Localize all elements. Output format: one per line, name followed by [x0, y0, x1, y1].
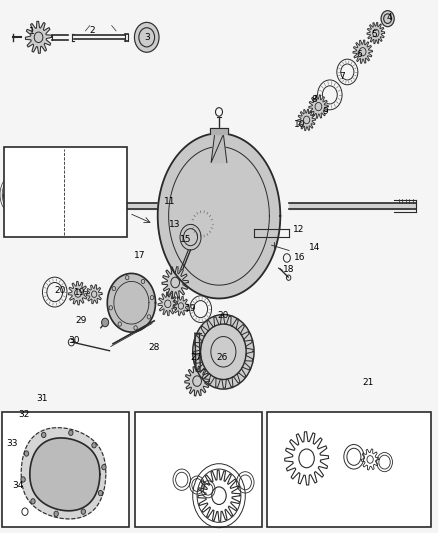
Text: 1: 1	[28, 28, 35, 36]
Polygon shape	[30, 438, 100, 511]
Polygon shape	[353, 40, 372, 63]
Polygon shape	[158, 133, 280, 298]
Text: 26: 26	[217, 353, 228, 361]
Polygon shape	[18, 208, 35, 229]
Polygon shape	[173, 296, 189, 316]
Circle shape	[81, 509, 85, 514]
Text: 29: 29	[75, 317, 87, 325]
Polygon shape	[86, 285, 102, 304]
Text: 34: 34	[12, 481, 23, 489]
Text: 13: 13	[170, 221, 181, 229]
Text: 2: 2	[89, 27, 95, 35]
Text: 7: 7	[339, 72, 346, 80]
Polygon shape	[55, 176, 81, 208]
Text: 16: 16	[294, 254, 306, 262]
Circle shape	[69, 430, 73, 435]
Text: 17: 17	[134, 252, 146, 260]
Circle shape	[25, 451, 29, 456]
Polygon shape	[193, 314, 254, 389]
Text: 14: 14	[309, 243, 320, 252]
Circle shape	[92, 442, 96, 448]
Polygon shape	[185, 366, 209, 396]
Bar	[267, 412, 431, 527]
Text: 15: 15	[180, 236, 191, 244]
Text: 3: 3	[144, 33, 150, 42]
Text: 32: 32	[18, 410, 30, 419]
Text: 5: 5	[371, 30, 378, 39]
Text: 28: 28	[148, 343, 160, 352]
Polygon shape	[298, 109, 315, 131]
Polygon shape	[367, 22, 385, 44]
Text: 18: 18	[283, 265, 295, 274]
Polygon shape	[31, 178, 55, 208]
Text: 12: 12	[293, 225, 304, 233]
Polygon shape	[34, 198, 49, 217]
Text: 11: 11	[164, 197, 176, 206]
Text: 19: 19	[74, 288, 85, 296]
Text: 9: 9	[322, 108, 328, 116]
Bar	[2, 412, 129, 527]
Circle shape	[42, 432, 46, 438]
Text: 33: 33	[7, 439, 18, 448]
Text: 20: 20	[55, 286, 66, 295]
Polygon shape	[3, 176, 34, 213]
Circle shape	[54, 511, 58, 516]
Polygon shape	[158, 292, 177, 316]
Polygon shape	[25, 21, 52, 53]
Text: 21: 21	[362, 378, 374, 387]
Polygon shape	[210, 128, 228, 134]
Circle shape	[98, 490, 102, 496]
Text: 20: 20	[218, 311, 229, 320]
Polygon shape	[285, 432, 328, 485]
Text: 19: 19	[185, 304, 196, 312]
Circle shape	[102, 464, 106, 470]
Polygon shape	[361, 449, 379, 470]
Text: 4: 4	[387, 13, 392, 21]
Circle shape	[31, 499, 35, 504]
Circle shape	[21, 477, 25, 482]
Polygon shape	[21, 427, 106, 519]
Polygon shape	[134, 22, 159, 52]
Bar	[135, 412, 262, 527]
Polygon shape	[198, 470, 240, 521]
Polygon shape	[211, 134, 227, 163]
Polygon shape	[68, 281, 88, 305]
Polygon shape	[309, 95, 328, 118]
Text: 8: 8	[311, 95, 318, 104]
Text: 27: 27	[190, 353, 201, 361]
Polygon shape	[107, 273, 155, 332]
Bar	[4, 147, 127, 237]
Text: 6: 6	[356, 51, 362, 59]
Polygon shape	[162, 266, 188, 298]
Text: 10: 10	[294, 120, 306, 129]
Polygon shape	[80, 175, 99, 198]
Circle shape	[102, 318, 109, 327]
Text: 30: 30	[68, 336, 79, 344]
Text: 31: 31	[36, 394, 47, 403]
Polygon shape	[381, 11, 394, 27]
